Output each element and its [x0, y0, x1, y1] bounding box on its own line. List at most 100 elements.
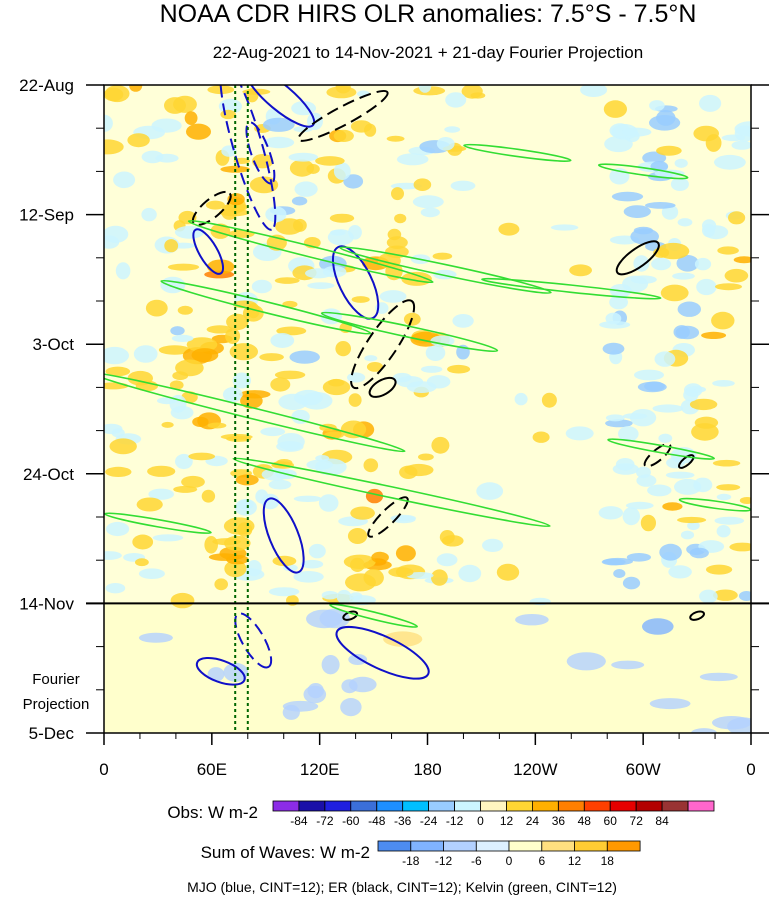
- anomaly-cell: [418, 85, 432, 93]
- anomaly-cell: [706, 564, 733, 575]
- anomaly-cell: [444, 126, 461, 133]
- anomaly-cell: [220, 109, 236, 120]
- kelvin-contour: [597, 163, 689, 180]
- anomaly-cell: [431, 569, 448, 586]
- projection-label-line2: Projection: [23, 696, 90, 713]
- wave-color-cell: [606, 840, 641, 852]
- anomaly-cell: [677, 516, 707, 524]
- anomaly-cell: [439, 530, 455, 545]
- anomaly-cell: [665, 471, 695, 479]
- anomaly-cell: [343, 174, 364, 189]
- anomaly-cell: [430, 335, 455, 347]
- anomaly-cell: [328, 378, 345, 387]
- projection-cell: [712, 716, 751, 730]
- anomaly-cell: [622, 576, 641, 590]
- colorbar-tick-label: -12: [446, 814, 464, 828]
- projection-cell: [515, 614, 549, 626]
- projection-cell: [340, 698, 362, 717]
- anomaly-cell: [476, 482, 504, 500]
- anomaly-cell: [622, 413, 648, 420]
- colorbar-tick-label: 48: [578, 814, 592, 828]
- anomaly-cell: [205, 200, 225, 210]
- colorbar-tick-label: 84: [655, 814, 669, 828]
- anomaly-cell: [104, 114, 113, 132]
- anomaly-cell: [348, 393, 362, 407]
- mjo-contour: [245, 121, 276, 185]
- anomaly-cell: [208, 553, 240, 561]
- reference-lines: [234, 85, 249, 733]
- anomaly-cell: [306, 459, 334, 470]
- anomaly-cell: [598, 506, 623, 520]
- anomaly-cell: [636, 474, 657, 487]
- anomaly-cell: [133, 345, 158, 363]
- x-tick-label: 120E: [300, 760, 340, 779]
- anomaly-cell: [565, 426, 594, 441]
- anomaly-cell: [173, 95, 197, 113]
- projection-cell: [642, 618, 674, 635]
- anomaly-cell: [618, 426, 639, 442]
- anomaly-cell: [104, 225, 129, 243]
- anomaly-cell: [246, 560, 262, 577]
- anomaly-cell: [418, 453, 434, 461]
- anomaly-cell: [395, 545, 416, 562]
- anomaly-cell: [115, 262, 131, 280]
- anomaly-cell: [404, 463, 434, 477]
- kelvin-contour: [339, 246, 552, 294]
- anomaly-cell: [170, 326, 185, 336]
- legend-note: MJO (blue, CINT=12); ER (black, CINT=12)…: [187, 879, 617, 895]
- anomaly-cell: [229, 343, 258, 361]
- anomaly-cell: [413, 178, 432, 191]
- anomaly-cell: [705, 134, 722, 152]
- anomaly-cell: [605, 419, 633, 428]
- y-tick-label: 22-Aug: [19, 76, 74, 95]
- anomaly-cell: [192, 416, 209, 427]
- colorbar-tick-label: 60: [604, 814, 618, 828]
- anomaly-cell: [604, 135, 633, 153]
- anomaly-cell: [363, 458, 379, 473]
- anomaly-cell: [498, 222, 520, 236]
- wave-color-cell: [410, 840, 444, 852]
- anomaly-cell: [175, 453, 193, 470]
- projection-cell: [611, 660, 645, 670]
- kelvin-contour: [481, 277, 662, 300]
- anomaly-cell: [232, 372, 251, 389]
- anomaly-cell: [214, 578, 228, 591]
- anomaly-cell: [347, 528, 368, 544]
- anomaly-cell: [450, 180, 476, 191]
- anomaly-cell: [694, 257, 712, 271]
- colorbar-tick-label: 12: [568, 854, 582, 868]
- kelvin-contour: [187, 219, 434, 284]
- anomaly-cell: [717, 246, 739, 255]
- mjo-contour: [192, 228, 225, 275]
- colorbar-tick-label: -72: [316, 814, 334, 828]
- colorbar-tick-label: -84: [290, 814, 308, 828]
- anomaly-cell: [654, 351, 676, 367]
- colorbar-tick-label: 72: [630, 814, 644, 828]
- anomaly-cell: [132, 534, 154, 550]
- mjo-contour: [262, 497, 305, 574]
- anomaly-cell: [602, 342, 625, 355]
- kelvin-contour: [607, 438, 715, 460]
- anomaly-cell: [265, 206, 287, 223]
- er-contour: [615, 240, 660, 276]
- anomaly-cell: [652, 404, 684, 413]
- anomaly-cell: [611, 191, 644, 202]
- anomaly-cell: [204, 536, 218, 554]
- anomaly-cell: [224, 560, 247, 578]
- anomaly-cell: [715, 283, 742, 291]
- obs-color-cell: [558, 800, 585, 812]
- kelvin-contour: [104, 512, 212, 535]
- anomaly-cell: [622, 507, 640, 526]
- anomaly-cell: [394, 213, 407, 224]
- anomaly-cell: [406, 572, 434, 579]
- anomaly-cell: [696, 278, 717, 296]
- anomaly-cell: [711, 311, 735, 330]
- er-contour: [191, 190, 232, 226]
- projection-cell: [282, 704, 300, 720]
- anomaly-cell: [177, 305, 193, 315]
- anomaly-cell: [658, 433, 673, 443]
- er-contour: [689, 610, 705, 621]
- anomaly-cell: [308, 543, 326, 559]
- anomaly-cell: [729, 542, 751, 552]
